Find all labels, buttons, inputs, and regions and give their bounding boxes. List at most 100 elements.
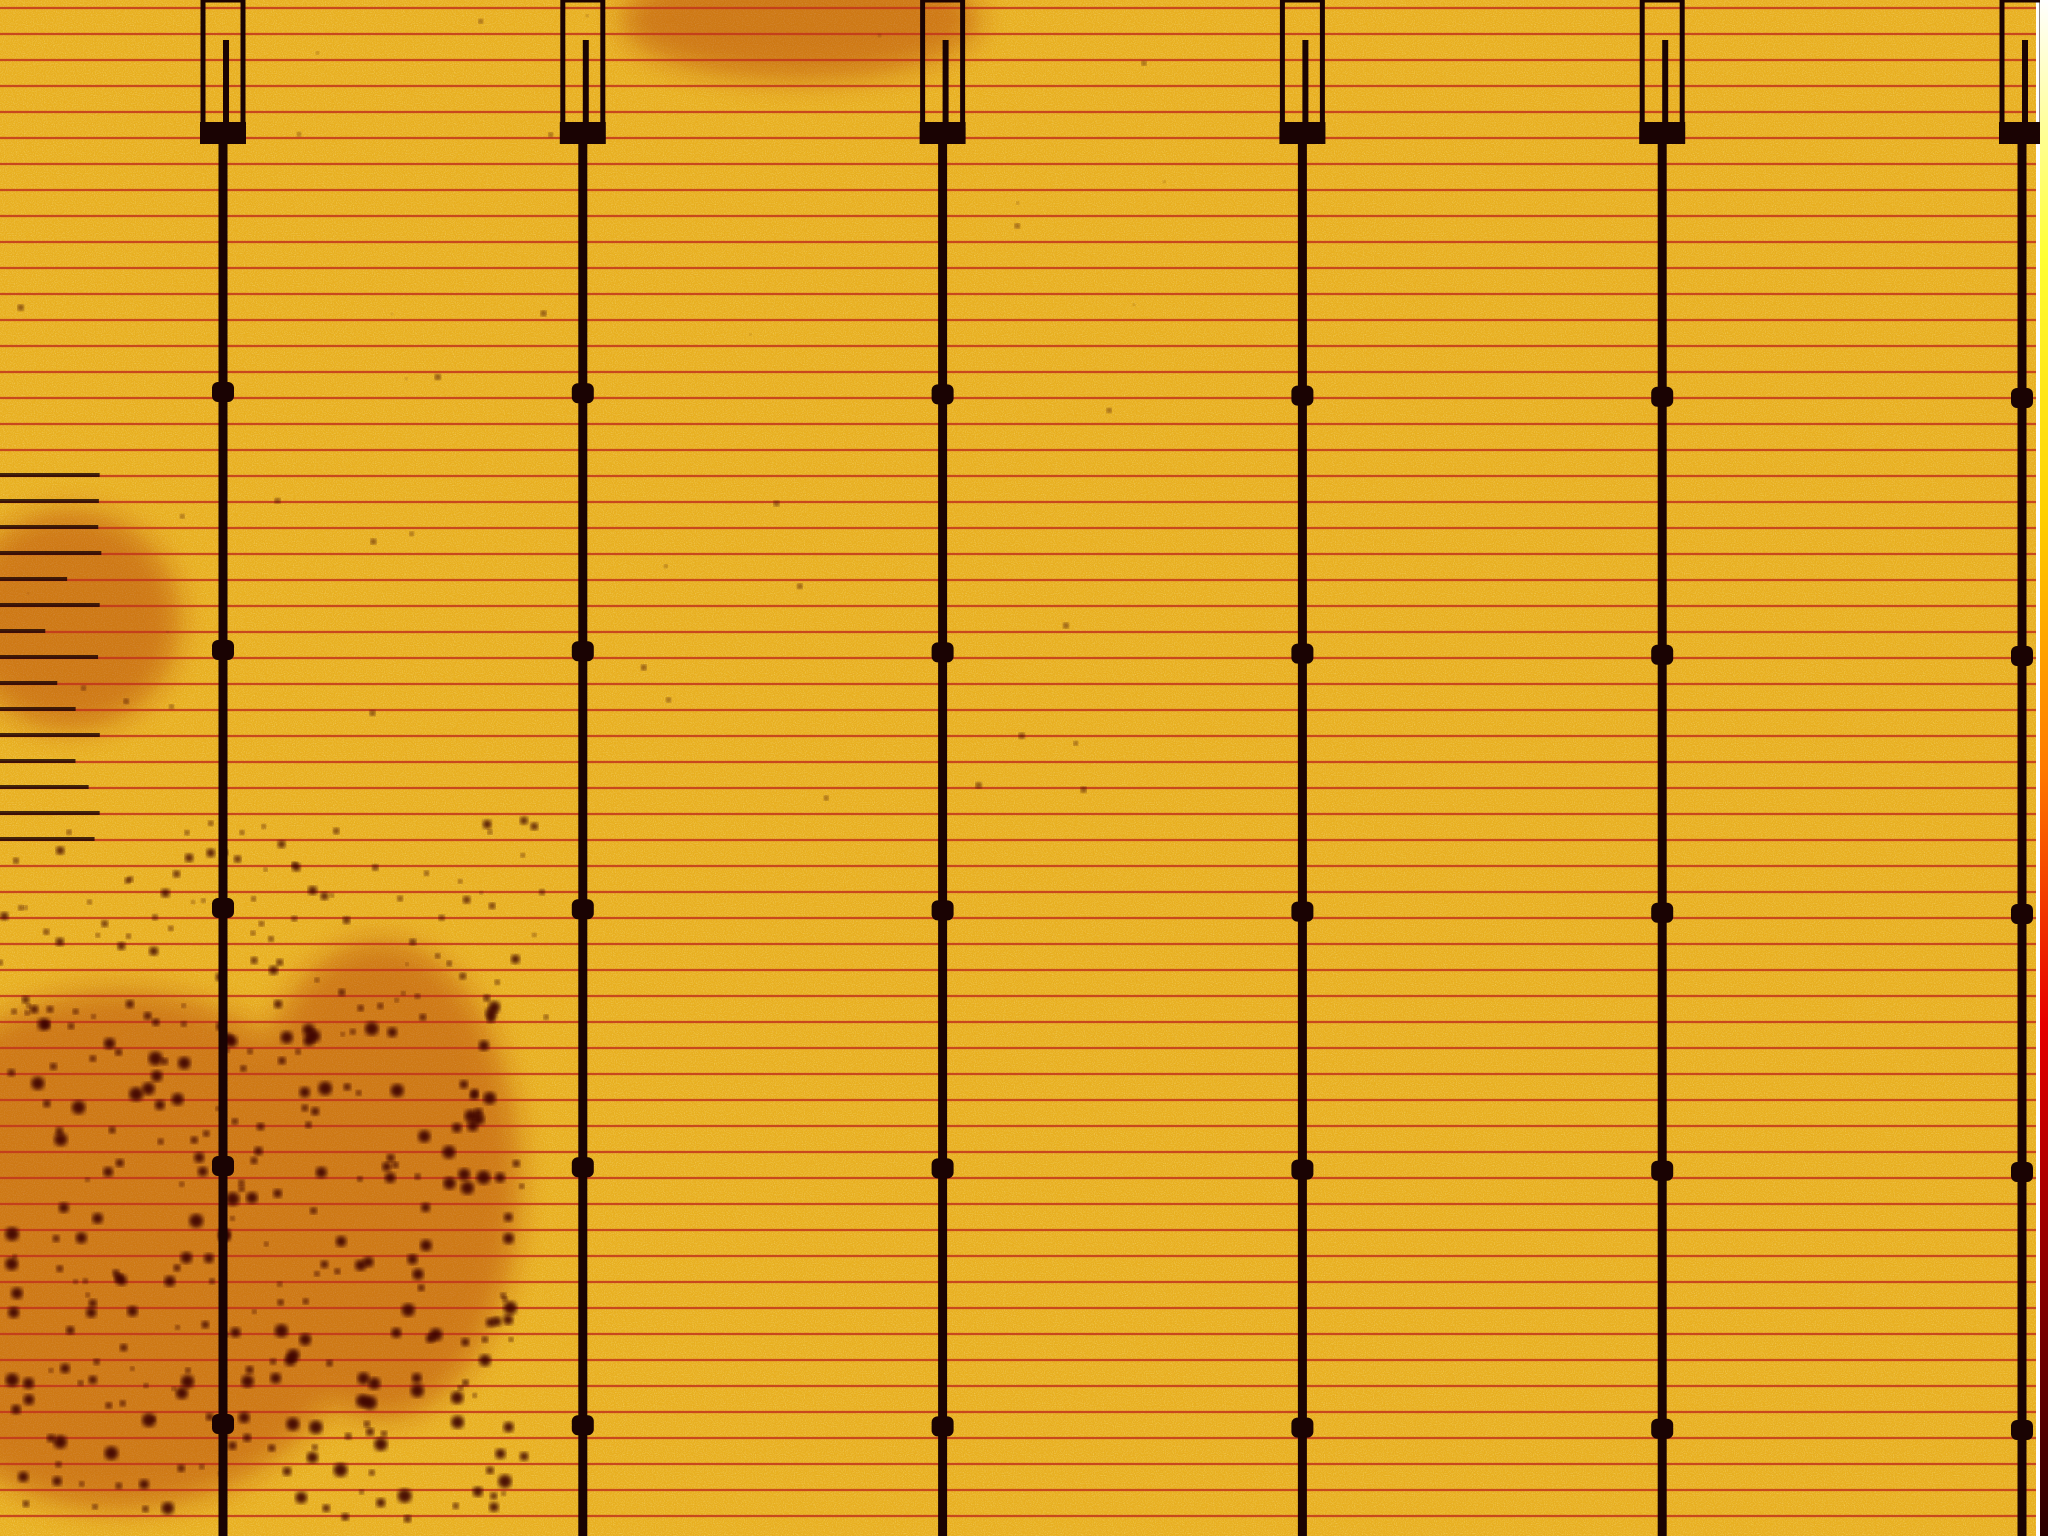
dark-spot	[366, 1427, 374, 1436]
dark-spot	[282, 1466, 292, 1476]
dark-spot	[519, 1452, 529, 1461]
dark-spot	[277, 840, 286, 848]
left-edge-dark-lines	[0, 473, 102, 841]
dark-spot	[341, 1513, 350, 1521]
dark-spot	[258, 921, 265, 927]
dark-spot	[488, 1001, 501, 1013]
dark-spot	[5, 1227, 20, 1241]
dark-spot	[148, 1051, 163, 1066]
dark-spot	[1014, 223, 1020, 229]
dark-spot	[333, 828, 340, 835]
dark-spot	[26, 1003, 31, 1009]
dark-spot	[532, 932, 537, 937]
dark-spot	[299, 1086, 311, 1098]
dark-spot	[314, 977, 320, 983]
dark-spot	[11, 1404, 21, 1415]
dark-spot	[273, 1189, 283, 1198]
dark-spot	[479, 891, 483, 895]
dark-spot	[310, 1107, 320, 1116]
dark-spot	[189, 1213, 204, 1228]
dark-spot	[320, 892, 329, 900]
dark-spot	[310, 1207, 317, 1215]
dark-spot	[228, 1441, 237, 1450]
dark-spot	[240, 1065, 247, 1072]
dark-spot	[263, 867, 268, 872]
dark-spot	[46, 1434, 56, 1443]
dark-spot	[88, 1375, 98, 1385]
dark-spot	[278, 1056, 286, 1065]
dark-spot	[0, 912, 9, 921]
dark-spot	[91, 1014, 96, 1019]
dark-spot	[357, 1372, 370, 1385]
dark-spot	[363, 1421, 370, 1428]
dark-spot	[483, 1091, 496, 1105]
dark-spot	[152, 1018, 160, 1026]
dark-spot	[451, 1122, 462, 1133]
dark-spot	[459, 972, 466, 980]
dark-spot	[498, 1474, 512, 1489]
dark-spot	[169, 704, 174, 709]
dark-spot	[71, 1100, 86, 1115]
dark-spot	[459, 1080, 469, 1089]
dark-spot	[457, 1385, 464, 1391]
dark-spot	[1132, 303, 1136, 306]
dark-spot	[201, 898, 206, 903]
dark-spot	[460, 1181, 474, 1195]
dark-spot	[54, 1132, 68, 1147]
dark-spot	[392, 1161, 399, 1169]
dark-spot	[306, 1451, 319, 1464]
dark-spot	[543, 1014, 549, 1020]
dark-spot	[152, 914, 158, 921]
dark-spot	[151, 1416, 156, 1422]
dark-spot	[474, 1107, 483, 1117]
dark-spot	[245, 1365, 254, 1374]
dark-spot	[180, 514, 185, 519]
dark-spot	[1141, 61, 1147, 66]
dark-spot	[75, 1232, 87, 1244]
dark-spot	[308, 885, 318, 895]
dark-spot	[494, 1172, 506, 1183]
dark-spot	[478, 1040, 490, 1051]
dark-spot	[390, 312, 394, 315]
dark-spot	[119, 1343, 128, 1352]
dark-spot	[31, 1076, 45, 1090]
dark-spot	[305, 1121, 312, 1129]
dark-spot	[203, 1253, 214, 1264]
dark-spot	[489, 902, 496, 909]
dark-spot	[161, 1057, 169, 1065]
dark-spot	[179, 1181, 185, 1187]
dark-spot	[301, 1104, 309, 1112]
dark-spot	[22, 1377, 35, 1389]
dark-spot	[17, 1471, 29, 1483]
dark-spot	[1063, 622, 1069, 629]
busbar	[919, 0, 966, 1536]
dark-spot	[251, 896, 256, 902]
dark-spot	[312, 1444, 318, 1451]
dark-spot	[501, 1491, 506, 1496]
haze-area	[0, 510, 180, 730]
dark-spot	[180, 1251, 193, 1264]
dark-spot	[13, 857, 19, 864]
dark-spot	[56, 1265, 63, 1272]
dark-spot	[391, 1327, 402, 1338]
dark-spot	[359, 1489, 364, 1495]
dark-spot	[540, 310, 547, 317]
dark-spot	[490, 1492, 498, 1500]
dark-spot	[126, 933, 131, 939]
dark-spot	[274, 498, 281, 504]
dark-spot	[350, 1028, 356, 1035]
dark-spot	[508, 1337, 514, 1342]
dark-spot	[280, 1031, 293, 1044]
dark-spot	[115, 1158, 124, 1168]
dark-spot	[539, 889, 545, 895]
dark-spot	[273, 999, 283, 1009]
dark-spot	[85, 1292, 90, 1298]
dark-spot	[66, 829, 72, 835]
dark-spot	[397, 895, 403, 902]
dark-spot	[410, 1384, 424, 1398]
dark-spot	[462, 1379, 469, 1387]
dark-spot	[277, 1281, 283, 1287]
dark-spot	[405, 962, 409, 966]
dark-spot	[18, 905, 24, 911]
dark-spot	[503, 1421, 514, 1433]
